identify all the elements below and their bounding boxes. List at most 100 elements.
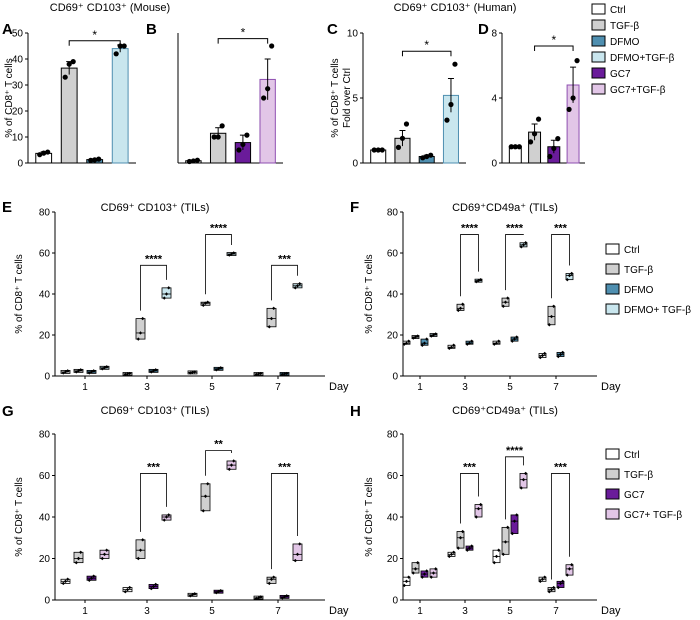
panel-g-point xyxy=(63,579,68,584)
panel-f-ytick-label: 60 xyxy=(387,249,399,260)
panel-a-sig-label: * xyxy=(92,28,97,42)
panel-e-point xyxy=(193,370,197,374)
panel-e-ylabel: % of CD8⁺ T cells xyxy=(14,254,25,333)
panel-a-point xyxy=(37,152,43,158)
panel-h-xtick-label: 5 xyxy=(507,606,513,617)
panel-e-box xyxy=(135,318,146,340)
panel-e-sig-bracket xyxy=(140,264,167,311)
panel-h-point xyxy=(540,577,545,581)
panel-g-point xyxy=(89,576,94,580)
panel-d-sig-bracket xyxy=(534,45,574,51)
panel-letter-g: G xyxy=(2,403,14,420)
panel-g-point xyxy=(229,463,234,467)
panel-letter-h: H xyxy=(350,403,361,420)
panel-e-point xyxy=(123,372,127,377)
panel-a-ytick-label: 30 xyxy=(12,81,24,92)
panel-e-xtick-label: 5 xyxy=(209,382,215,393)
panel-h-ytick-label: 80 xyxy=(387,430,399,441)
panel-g-box xyxy=(292,543,303,561)
panel-h-point xyxy=(552,585,556,590)
panel-g-sig-bracket xyxy=(205,450,232,476)
panel-h-point xyxy=(420,575,424,579)
legend-label-dfmo: DFMO xyxy=(610,37,640,48)
panel-c-point xyxy=(420,155,426,161)
panel-c-point xyxy=(452,61,458,67)
panel-b-sig-label: * xyxy=(241,26,246,40)
panel-h-point xyxy=(549,587,554,592)
panel-f-point xyxy=(519,245,523,249)
panel-g-point xyxy=(151,584,156,589)
panel-f-point xyxy=(524,241,528,245)
legend-label-ctrl: Ctrl xyxy=(610,5,626,16)
panel-e-point xyxy=(167,286,171,290)
panel-e-xlabel-day: Day xyxy=(329,381,349,393)
panel-letter-f: F xyxy=(350,199,359,216)
panel-g-point xyxy=(138,548,143,552)
panel-letter-a: A xyxy=(2,21,13,38)
legend-swatch-gc7 xyxy=(591,67,606,79)
panel-c-point xyxy=(444,117,450,123)
panel-d-point xyxy=(547,153,553,160)
panel-g-point xyxy=(206,482,210,486)
legend-dfmo-swatch-ctrl xyxy=(605,243,620,255)
panel-d-ytick-label: 0 xyxy=(491,159,497,170)
panel-e-sig-label: **** xyxy=(145,253,163,265)
title-e: CD69⁺ CD103⁺ (TILs) xyxy=(101,202,210,214)
panel-d-point xyxy=(535,116,542,122)
panel-d-ytick-label: 4 xyxy=(491,94,497,105)
panel-g-point xyxy=(193,592,197,596)
panel-f-point xyxy=(547,323,551,327)
panel-f-point xyxy=(543,351,547,356)
panel-c-point xyxy=(403,121,410,127)
panel-b-point xyxy=(244,132,250,138)
panel-h-sig-bracket xyxy=(505,456,524,520)
panel-g-point xyxy=(267,581,271,586)
legend-gc7-swatch-tgf xyxy=(605,468,620,480)
panel-f-xtick-label: 5 xyxy=(507,382,513,393)
panel-e-point xyxy=(201,303,205,307)
panel-f-ytick-label: 20 xyxy=(387,331,399,342)
legend-dfmo-label-dfmo-tgf: DFMO+ TGF-β xyxy=(624,305,691,316)
panel-b-point xyxy=(186,158,193,165)
panel-e-point xyxy=(154,368,158,372)
panel-a-sig-bracket xyxy=(68,40,121,46)
panel-g-point xyxy=(232,459,236,463)
legend-dfmo-swatch-dfmo xyxy=(605,283,620,295)
panel-a-point xyxy=(117,43,123,49)
panel-h-ylabel: % of CD8⁺ T cells xyxy=(364,477,375,556)
panel-h-point xyxy=(570,563,574,567)
panel-c-point xyxy=(399,135,406,141)
panel-h-point xyxy=(556,585,560,590)
panel-f-sig-label: **** xyxy=(461,223,479,235)
panel-h-point xyxy=(474,515,478,519)
panel-b-point xyxy=(236,147,242,153)
panel-c-point xyxy=(424,153,430,160)
panel-h-point xyxy=(447,554,451,559)
panel-h-point xyxy=(567,567,572,571)
panel-f-point xyxy=(570,271,574,276)
panel-e-xtick-label: 3 xyxy=(144,382,150,393)
panel-c-sig-bracket xyxy=(401,50,452,57)
panel-h-sig-bracket xyxy=(460,473,479,524)
panel-g-point xyxy=(167,513,171,517)
panel-e-point xyxy=(232,251,236,255)
panel-g-point xyxy=(76,556,81,561)
panel-b-point xyxy=(215,134,221,140)
legend-dfmo: Ctrl TGF-β DFMO DFMO+ TGF-β xyxy=(605,243,691,316)
panel-g-point xyxy=(79,550,83,554)
panel-e-ytick-label: 60 xyxy=(39,249,51,260)
panel-h-point xyxy=(492,560,496,565)
panel-g-point xyxy=(100,556,104,561)
panel-a-point xyxy=(70,59,76,65)
legend-gc7-label-gc7-tgf: GC7+ TGF-β xyxy=(624,510,682,521)
panel-f-xtick-label: 1 xyxy=(417,382,423,393)
legend-swatch-dfmo xyxy=(591,35,606,47)
title-f: CD69⁺CD49a⁺ (TILs) xyxy=(452,202,558,214)
panel-e-point xyxy=(162,296,166,300)
legend-dfmo-label-ctrl: Ctrl xyxy=(624,245,640,256)
panel-c-point xyxy=(448,101,454,108)
panel-a-point xyxy=(113,51,119,57)
panel-e-ytick-label: 0 xyxy=(44,372,50,383)
